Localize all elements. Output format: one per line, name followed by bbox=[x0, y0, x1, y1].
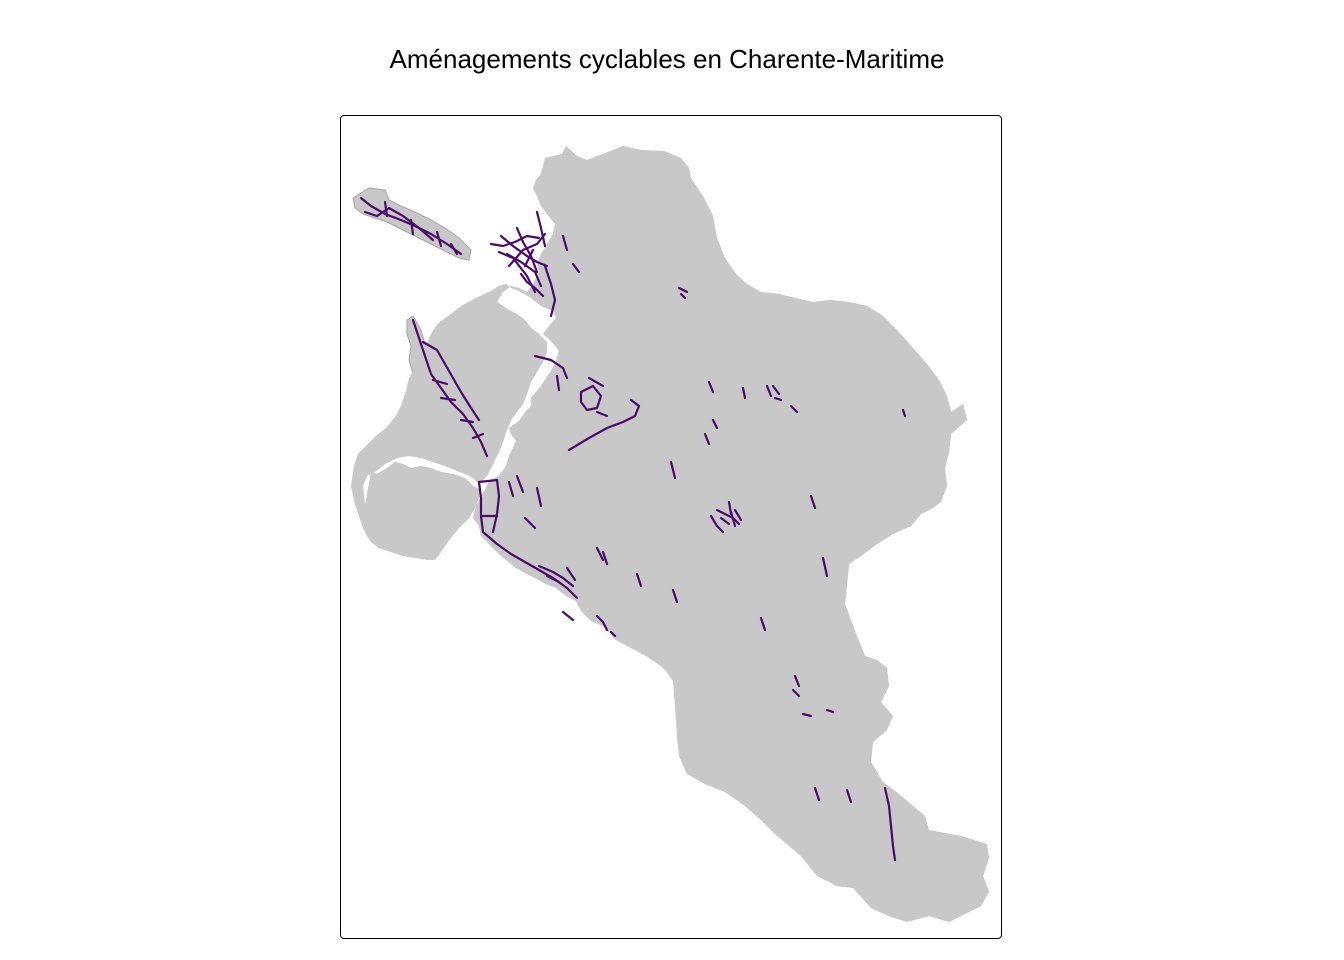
cycle-path bbox=[595, 614, 617, 638]
cycle-path bbox=[579, 376, 609, 418]
cycle-path bbox=[363, 206, 435, 242]
cycle-path bbox=[771, 384, 799, 414]
cycle-path bbox=[421, 340, 481, 422]
cycle-path bbox=[601, 550, 767, 632]
cycle-paths-layer bbox=[359, 196, 907, 862]
cycle-path bbox=[813, 708, 853, 804]
cycle-path bbox=[677, 286, 689, 300]
cycle-path bbox=[567, 398, 641, 452]
map-svg bbox=[350, 145, 990, 923]
cycle-path bbox=[791, 674, 813, 718]
cycle-path bbox=[411, 318, 489, 458]
cycle-path bbox=[883, 786, 897, 862]
mainland-outline bbox=[350, 145, 990, 923]
cycle-path bbox=[709, 508, 743, 534]
cycle-path bbox=[669, 432, 711, 480]
cycle-path bbox=[533, 354, 569, 392]
cycle-path bbox=[561, 546, 605, 622]
cycle-path bbox=[383, 200, 459, 256]
map-title: Aménagements cyclables en Charente-Marit… bbox=[389, 44, 945, 74]
cycle-path bbox=[359, 196, 463, 256]
map-panel bbox=[340, 115, 1002, 939]
cycle-path bbox=[507, 474, 543, 530]
cycle-path bbox=[535, 210, 581, 318]
cycle-path bbox=[537, 564, 577, 588]
cycle-path bbox=[707, 380, 737, 528]
cycle-path bbox=[741, 384, 907, 418]
cycle-path bbox=[477, 478, 501, 534]
cycle-path bbox=[431, 378, 485, 440]
cycle-path bbox=[481, 530, 579, 600]
cycle-path bbox=[711, 418, 829, 578]
cycle-path bbox=[489, 234, 545, 298]
